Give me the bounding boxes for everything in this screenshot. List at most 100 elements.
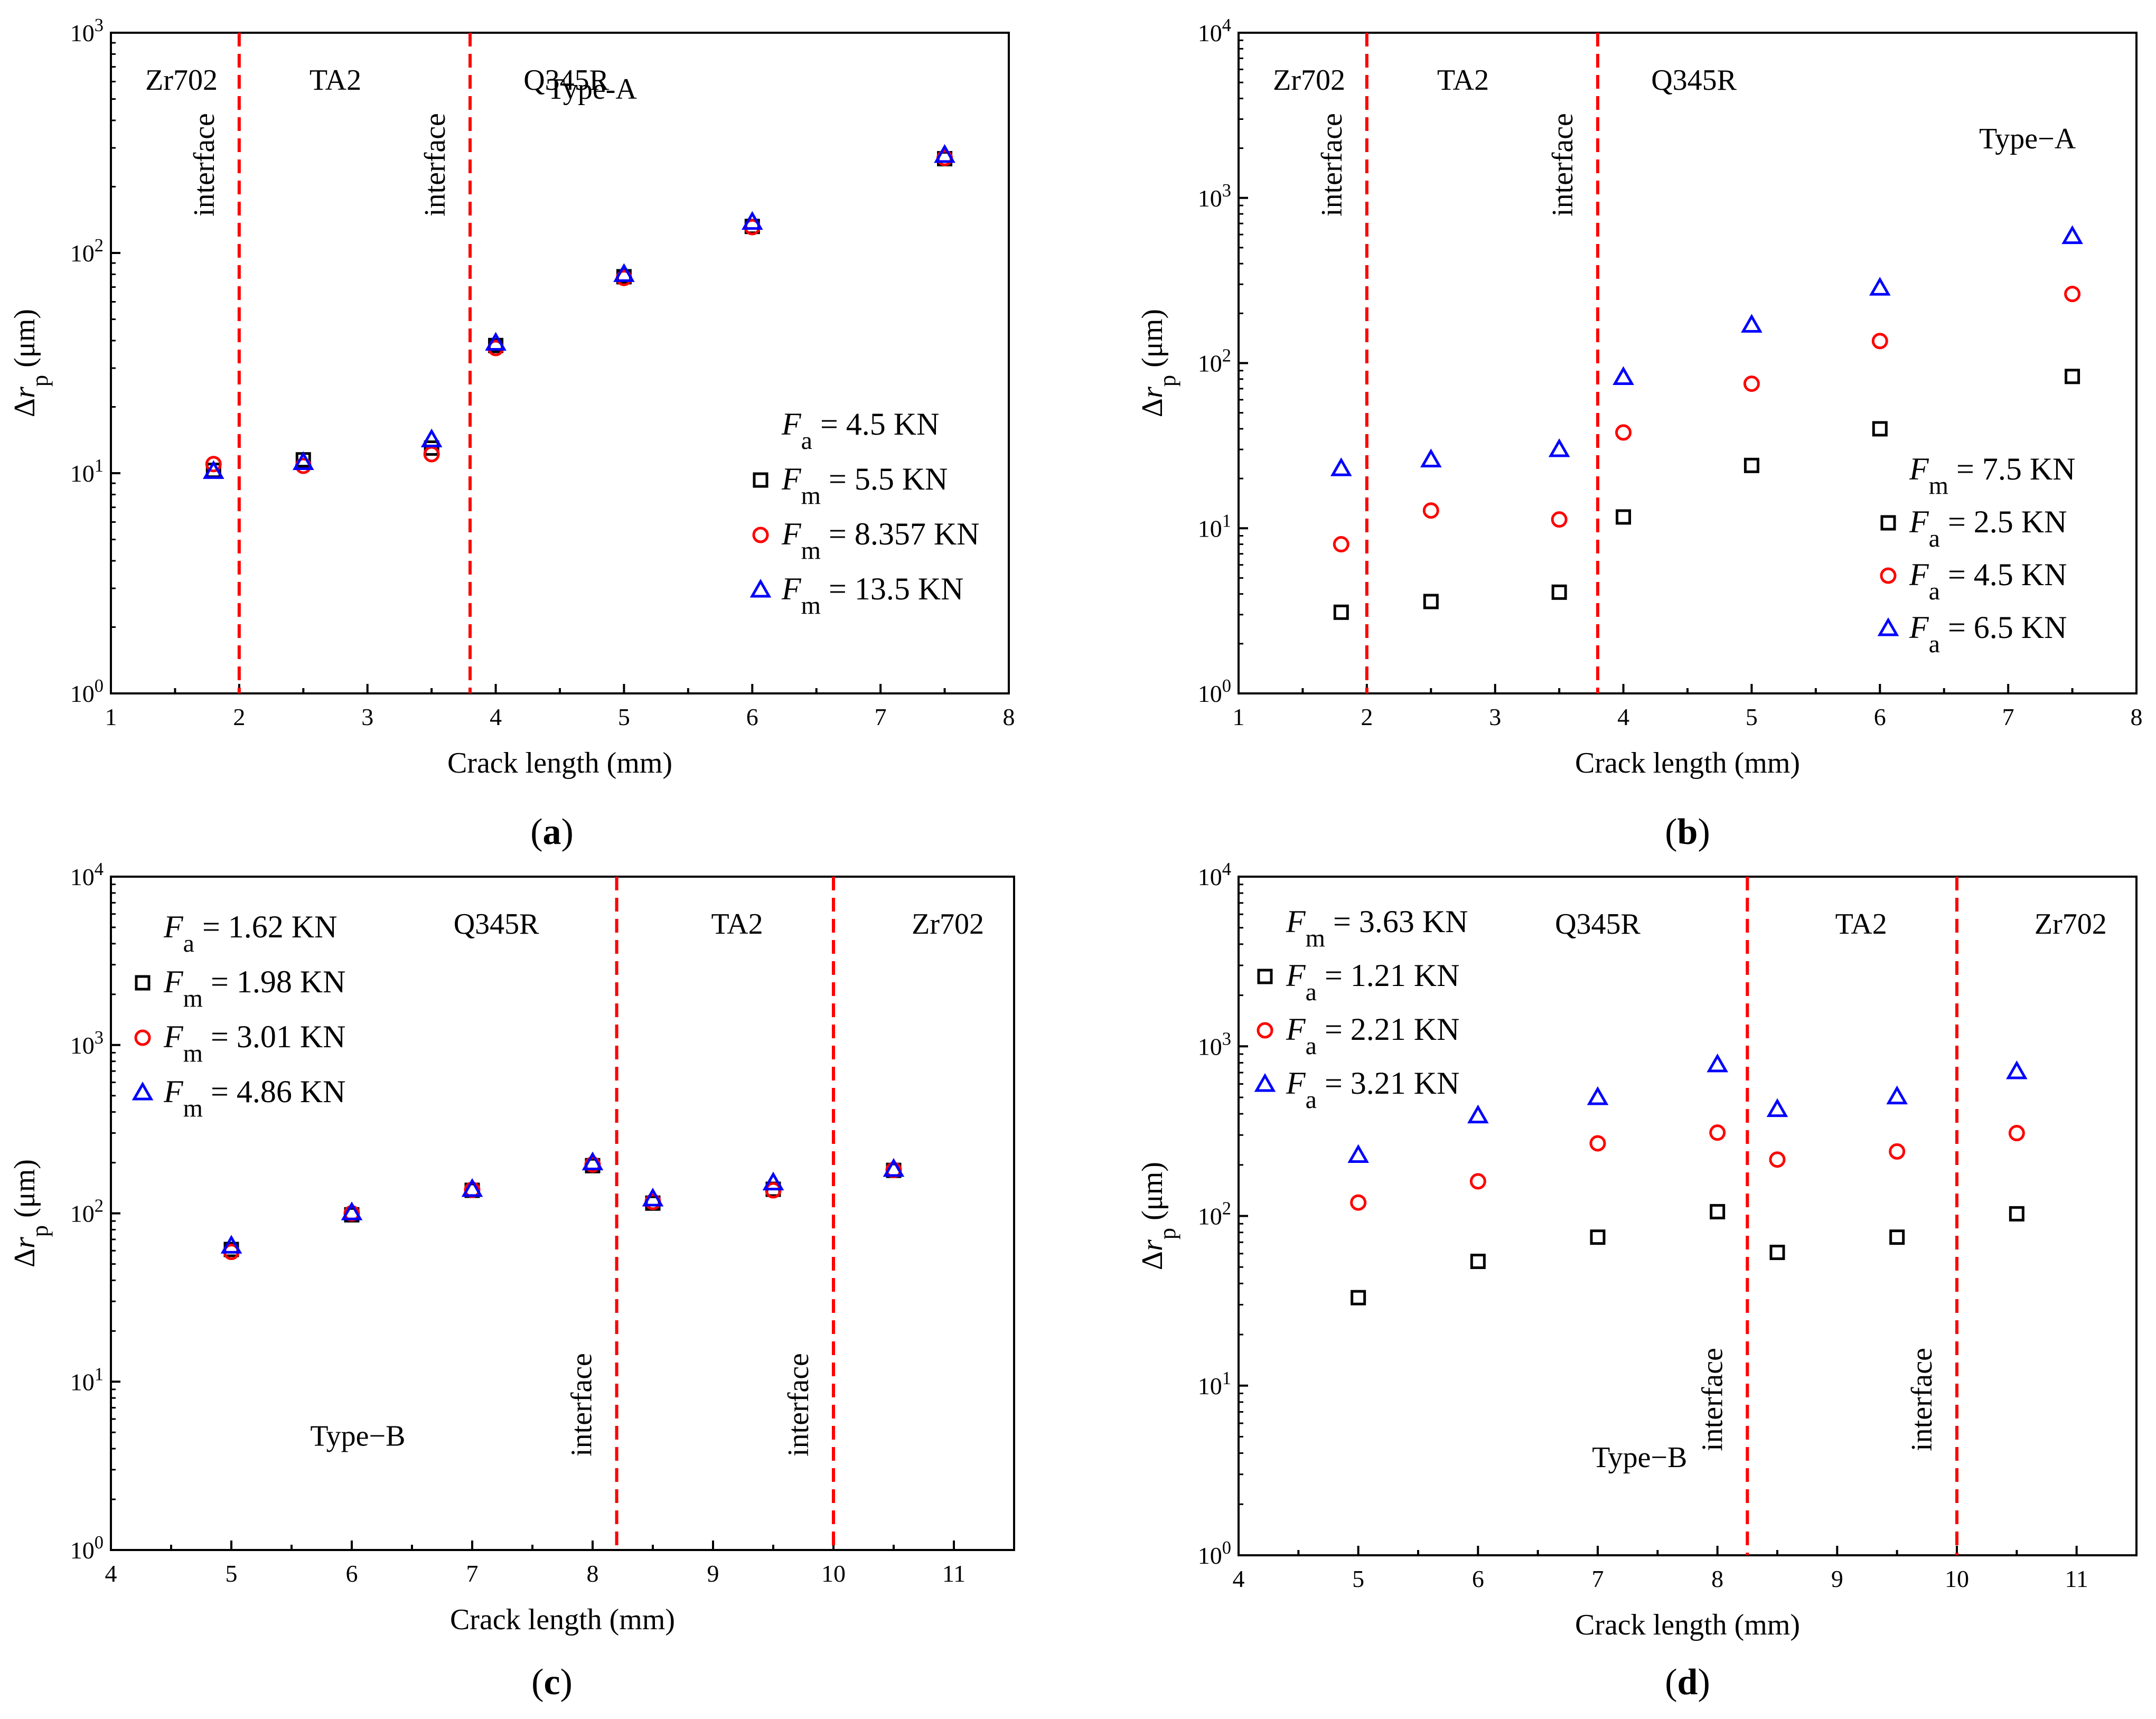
x-tick-label: 3 — [361, 703, 373, 730]
data-point — [2008, 1125, 2025, 1142]
x-tick-label: 8 — [2131, 703, 2143, 730]
data-point — [2065, 369, 2080, 384]
y-tick-label: 103 — [70, 1028, 104, 1059]
legend-header: Fa = 4.5 KN — [781, 407, 939, 455]
x-tick-label: 4 — [105, 1560, 117, 1587]
data-point — [1741, 314, 1763, 333]
series-1 — [223, 1158, 902, 1257]
x-tick-label: 7 — [1592, 1565, 1604, 1592]
y-tick-label: 104 — [70, 859, 104, 890]
y-tick-label: 103 — [1198, 1029, 1231, 1060]
data-point — [1886, 1085, 1908, 1105]
data-point — [1743, 375, 1760, 392]
data-point — [220, 1235, 242, 1254]
data-point — [762, 1171, 784, 1191]
y-tick-label: 103 — [1198, 181, 1231, 212]
interface-label: interface — [566, 1353, 598, 1457]
data-point — [1589, 1135, 1606, 1152]
y-tick-label: 104 — [1198, 15, 1231, 46]
data-point — [1350, 1194, 1367, 1211]
legend-marker — [1877, 617, 1899, 636]
interface-label: interface — [1316, 113, 1348, 217]
data-point — [461, 1178, 483, 1197]
x-tick-label: 6 — [1874, 703, 1886, 730]
x-tick-label: 8 — [1711, 1565, 1723, 1592]
interface-label: interface — [782, 1353, 815, 1457]
y-tick-label: 100 — [70, 1533, 104, 1564]
legend-entry: Fa = 4.5 KN — [1909, 557, 2067, 605]
data-point — [424, 440, 439, 456]
data-point — [1766, 1098, 1788, 1117]
data-point — [642, 1187, 664, 1207]
data-point — [1330, 457, 1352, 476]
data-point — [1889, 1229, 1905, 1245]
data-point — [2006, 1060, 2028, 1079]
legend-header: Fm = 3.63 KN — [1286, 904, 1468, 952]
data-point — [1423, 594, 1439, 609]
x-tick-label: 10 — [821, 1560, 846, 1587]
data-point — [1333, 604, 1349, 620]
y-tick-label: 101 — [70, 1364, 104, 1395]
data-point — [2061, 225, 2083, 245]
y-tick-label: 102 — [70, 1196, 104, 1227]
x-tick-label: 1 — [105, 703, 117, 730]
panel-label: (a) — [530, 812, 574, 852]
x-axis-label: Crack length (mm) — [1575, 1609, 1800, 1641]
region-label: Zr702 — [145, 64, 218, 97]
x-tick-label: 4 — [1233, 1565, 1245, 1592]
legend-entry: Fm = 8.357 KN — [781, 516, 980, 565]
y-tick-label: 102 — [1198, 346, 1231, 377]
y-tick-label: 104 — [1198, 859, 1231, 890]
region-label: TA2 — [1437, 64, 1489, 97]
data-point — [1470, 1253, 1486, 1269]
y-tick-label: 102 — [1198, 1199, 1231, 1230]
data-point — [1616, 509, 1632, 525]
data-point — [1709, 1124, 1726, 1141]
x-tick-label: 7 — [2002, 703, 2014, 730]
series-2 — [1333, 286, 2081, 553]
type-label: Type−A — [1979, 123, 2076, 155]
data-point — [1333, 536, 1349, 553]
legend-entry: Fm = 13.5 KN — [781, 571, 964, 619]
data-point — [205, 456, 222, 473]
x-tick-label: 2 — [1361, 703, 1373, 730]
y-tick-label: 100 — [1198, 1538, 1231, 1569]
data-point — [1551, 511, 1568, 528]
data-point — [1707, 1053, 1728, 1073]
region-label: Zr702 — [1273, 64, 1345, 97]
region-label: Zr702 — [912, 908, 984, 941]
data-point — [1615, 424, 1632, 441]
x-tick-label: 4 — [490, 703, 502, 730]
series-2 — [1350, 1124, 2025, 1211]
x-axis-label: Crack length (mm) — [447, 747, 672, 779]
legend-marker — [1880, 515, 1896, 531]
region-label: Q345R — [523, 64, 609, 97]
x-tick-label: 8 — [587, 1560, 599, 1587]
x-tick-label: 5 — [1746, 703, 1758, 730]
data-point — [1587, 1086, 1609, 1105]
data-point — [1872, 421, 1888, 437]
y-axis-label: Δrp (μm) — [8, 309, 53, 417]
interface-label: interface — [188, 113, 221, 217]
y-tick-label: 102 — [70, 236, 104, 267]
y-tick-label: 101 — [1198, 1368, 1231, 1399]
chart-panel-b: 1 2 3 4 5 6 7 8 100 101 102 103 104 Crack length (mm)… — [1136, 15, 2143, 779]
legend-entry: Fa = 1.21 KN — [1286, 958, 1459, 1006]
region-label: TA2 — [711, 908, 763, 941]
x-tick-label: 7 — [466, 1560, 479, 1587]
data-point — [2064, 286, 2081, 303]
y-tick-label: 101 — [70, 456, 104, 487]
x-axis-label: Crack length (mm) — [450, 1603, 675, 1636]
legend-entry: Fm = 3.01 KN — [163, 1019, 346, 1067]
data-point — [341, 1201, 363, 1220]
legend-entry: Fm = 4.86 KN — [163, 1074, 346, 1122]
data-point — [1420, 448, 1442, 467]
type-label: Type-A — [547, 73, 638, 106]
x-axis-label: Crack length (mm) — [1575, 747, 1800, 779]
y-axis-label: Δrp (μm) — [1136, 309, 1180, 417]
series-3 — [220, 1151, 905, 1254]
legend-header: Fm = 7.5 KN — [1909, 452, 2076, 500]
series-3 — [1347, 1053, 2028, 1163]
x-tick-label: 5 — [618, 703, 630, 730]
legend-entry: Fa = 2.5 KN — [1909, 504, 2067, 552]
